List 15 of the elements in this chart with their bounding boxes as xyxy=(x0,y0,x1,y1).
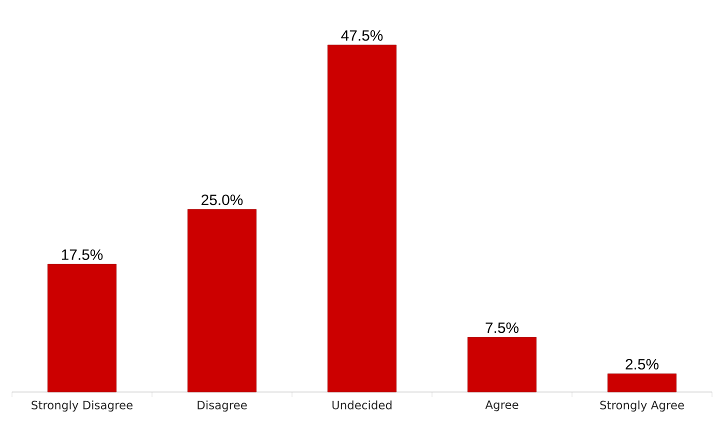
bar xyxy=(48,264,117,392)
bar xyxy=(608,374,677,392)
data-label: 47.5% xyxy=(341,30,383,41)
bar xyxy=(188,209,257,392)
data-label: 17.5% xyxy=(62,249,103,260)
data-label: 7.5% xyxy=(486,322,518,333)
x-tick-label: Strongly Disagree xyxy=(32,400,133,412)
data-label: 25.0% xyxy=(202,194,243,206)
x-tick-label: Agree xyxy=(485,400,518,412)
x-tick-label: Strongly Agree xyxy=(600,400,684,412)
bar xyxy=(328,44,397,392)
x-tick-label: Undecided xyxy=(332,400,392,410)
data-label: 2.5% xyxy=(626,358,658,370)
x-tick-label: Disagree xyxy=(198,400,247,412)
bar xyxy=(468,337,537,392)
